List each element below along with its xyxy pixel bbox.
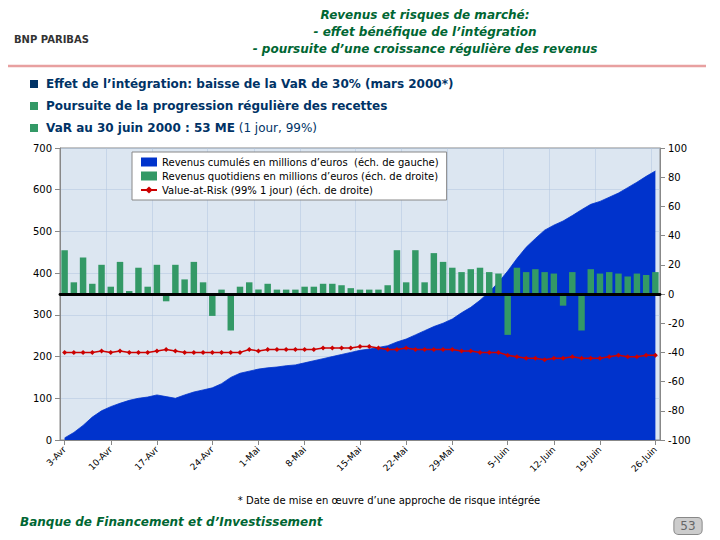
svg-text:- effet bénéfique de l’intégra: - effet bénéfique de l’intégration	[314, 25, 537, 39]
svg-text:0: 0	[668, 289, 674, 300]
svg-text:VaR au 30 juin 2000 : 53 ME: VaR au 30 juin 2000 : 53 ME	[46, 121, 235, 135]
svg-text:600: 600	[33, 184, 52, 195]
svg-text:22-Mai: 22-Mai	[381, 444, 410, 473]
svg-text:60: 60	[668, 201, 681, 212]
svg-text:Revenus cumulés en millions d’: Revenus cumulés en millions d’euros (éch…	[162, 157, 439, 168]
svg-text:- poursuite d’une croissance r: - poursuite d’une croissance régulière d…	[253, 42, 598, 56]
svg-text:-80: -80	[668, 405, 684, 416]
svg-text:53: 53	[680, 519, 695, 533]
svg-text:12-Juin: 12-Juin	[528, 444, 557, 473]
svg-text:700: 700	[33, 143, 52, 154]
svg-text:26-Juin: 26-Juin	[629, 444, 658, 473]
svg-text:8-Mai: 8-Mai	[284, 444, 309, 469]
svg-text:Poursuite de la progression ré: Poursuite de la progression régulière de…	[46, 99, 387, 113]
svg-text:(1 jour, 99%): (1 jour, 99%)	[239, 121, 317, 135]
svg-text:-60: -60	[668, 376, 684, 387]
svg-text:3-Avr: 3-Avr	[45, 444, 69, 468]
svg-text:20: 20	[668, 259, 681, 270]
svg-text:Banque de Financement et d’Inv: Banque de Financement et d’Investissemen…	[20, 515, 324, 529]
svg-text:40: 40	[668, 230, 681, 241]
svg-text:Revenus et risques de marché:: Revenus et risques de marché:	[321, 8, 530, 22]
svg-text:Revenus quotidiens en millions: Revenus quotidiens en millions d’euros (…	[162, 171, 438, 182]
svg-text:-100: -100	[668, 435, 691, 446]
svg-text:200: 200	[33, 351, 52, 362]
svg-text:400: 400	[33, 268, 52, 279]
svg-text:24-Avr: 24-Avr	[188, 444, 216, 472]
svg-text:BNP PARIBAS: BNP PARIBAS	[14, 34, 89, 45]
svg-text:17-Avr: 17-Avr	[133, 444, 161, 472]
svg-text:19-Juin: 19-Juin	[574, 444, 603, 473]
svg-text:-40: -40	[668, 347, 684, 358]
svg-text:1-Mai: 1-Mai	[237, 444, 262, 469]
svg-text:29-Mai: 29-Mai	[427, 444, 456, 473]
svg-text:100: 100	[668, 143, 687, 154]
svg-text:300: 300	[33, 309, 52, 320]
svg-text:15-Mai: 15-Mai	[335, 444, 364, 473]
svg-text:10-Avr: 10-Avr	[87, 444, 115, 472]
svg-text:0: 0	[46, 435, 52, 446]
svg-text:5-Juin: 5-Juin	[486, 444, 511, 469]
svg-text:Value-at-Risk (99% 1 jour) (éc: Value-at-Risk (99% 1 jour) (éch. de droi…	[162, 185, 373, 196]
svg-text:100: 100	[33, 393, 52, 404]
svg-text:80: 80	[668, 172, 681, 183]
svg-text:* Date de mise en œuvre d’une: * Date de mise en œuvre d’une approche d…	[238, 495, 540, 506]
svg-text:-20: -20	[668, 318, 684, 329]
svg-text:Effet de l’intégration: baisse: Effet de l’intégration: baisse de la VaR…	[46, 77, 453, 91]
svg-text:500: 500	[33, 226, 52, 237]
